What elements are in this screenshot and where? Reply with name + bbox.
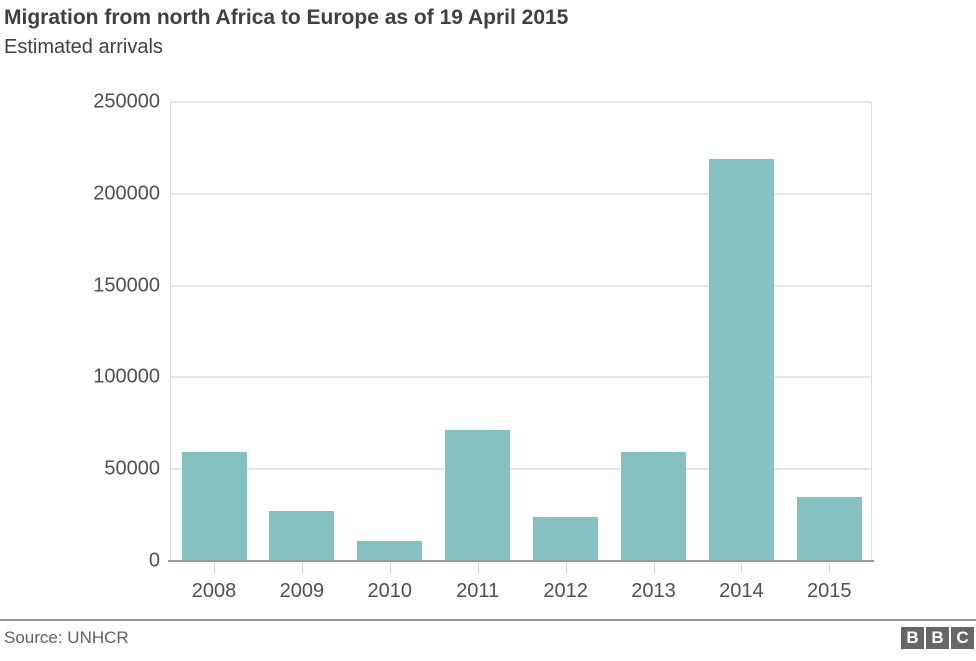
- x-tick-label: 2015: [807, 580, 852, 602]
- x-tick: [477, 563, 479, 573]
- x-tick: [829, 563, 831, 573]
- x-tick-label: 2012: [543, 580, 588, 602]
- bbc-logo-letter: C: [951, 627, 974, 649]
- x-tick-label: 2009: [279, 580, 325, 602]
- gridline: [171, 192, 871, 195]
- x-tick-label: 2013: [631, 580, 676, 602]
- gridline: [171, 468, 871, 471]
- x-tick-label: 2008: [191, 580, 237, 602]
- x-tick: [389, 563, 391, 573]
- x-tick-label: 2011: [456, 580, 500, 602]
- gridline: [171, 101, 871, 103]
- chart-title: Migration from north Africa to Europe as…: [4, 6, 569, 29]
- y-tick-label: 50000: [104, 457, 160, 480]
- footer-divider: [0, 619, 976, 621]
- bar-2011: [445, 430, 511, 561]
- bar-2009: [269, 510, 335, 561]
- bbc-logo: B B C: [901, 627, 974, 649]
- y-tick-label: 150000: [93, 274, 160, 297]
- x-axis-line: [168, 560, 874, 562]
- source-label: Source: UNHCR: [4, 628, 129, 647]
- x-tick: [565, 563, 567, 573]
- bar-2012: [533, 517, 599, 561]
- x-tick: [653, 563, 655, 573]
- x-tick: [214, 563, 215, 573]
- y-tick-label: 250000: [93, 90, 160, 113]
- gridline: [171, 376, 871, 379]
- bar-2008: [181, 451, 247, 561]
- bar-2015: [796, 497, 862, 561]
- x-tick: [741, 563, 743, 573]
- y-tick-label: 100000: [93, 365, 160, 388]
- bar-2014: [708, 158, 774, 561]
- bar-2010: [357, 541, 423, 561]
- plot-area: [170, 101, 872, 561]
- y-tick-label: 0: [148, 549, 160, 572]
- x-tick-label: 2010: [367, 580, 413, 602]
- bar-2013: [621, 451, 686, 561]
- y-tick-label: 200000: [93, 182, 160, 205]
- bbc-logo-letter: B: [926, 627, 949, 649]
- bbc-logo-letter: B: [901, 627, 924, 649]
- gridline: [171, 284, 871, 287]
- x-tick-label: 2014: [719, 580, 764, 602]
- chart-subtitle: Estimated arrivals: [4, 36, 163, 58]
- x-tick: [301, 563, 303, 573]
